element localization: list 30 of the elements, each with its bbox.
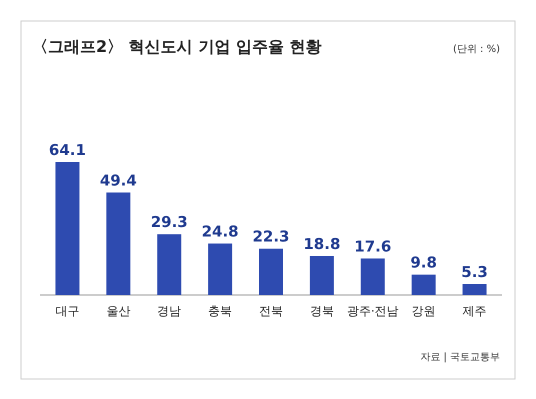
x-tick-label: 전북: [259, 304, 283, 318]
bar: [55, 162, 80, 295]
x-tick-label: 울산: [106, 304, 130, 318]
data-label: 22.3: [252, 228, 290, 246]
data-label: 17.6: [354, 237, 392, 256]
x-tick-label: 대구: [55, 304, 80, 318]
data-label: 5.3: [461, 263, 488, 282]
x-tick-label: 제주: [462, 304, 487, 318]
x-tick-label: 경남: [157, 304, 182, 318]
bar: [412, 274, 436, 295]
bar: [208, 244, 232, 295]
text: 자료 | 국토교통부: [420, 352, 500, 363]
bar: [462, 284, 487, 295]
bar: [106, 192, 130, 295]
data-label: 18.8: [303, 234, 340, 253]
bar: [157, 234, 182, 295]
chart-title: 〈그래프2〉 혁신도시 기업 입주율 현황: [32, 37, 322, 56]
data-label: 29.3: [150, 213, 188, 232]
bar: [259, 248, 283, 295]
data-label: 24.8: [202, 222, 239, 241]
chart-subtitle: (단위 : %): [452, 44, 500, 55]
x-tick-label: 광주·전남: [346, 304, 399, 318]
x-tick-label: 경북: [310, 304, 334, 318]
data-label: 9.8: [410, 254, 437, 272]
bar: [310, 256, 334, 295]
x-tick-label: 충북: [208, 304, 232, 318]
data-label: 49.4: [100, 172, 137, 190]
x-tick-label: 강원: [412, 304, 436, 318]
data-label: 64.1: [48, 141, 86, 159]
bar: [360, 258, 385, 295]
